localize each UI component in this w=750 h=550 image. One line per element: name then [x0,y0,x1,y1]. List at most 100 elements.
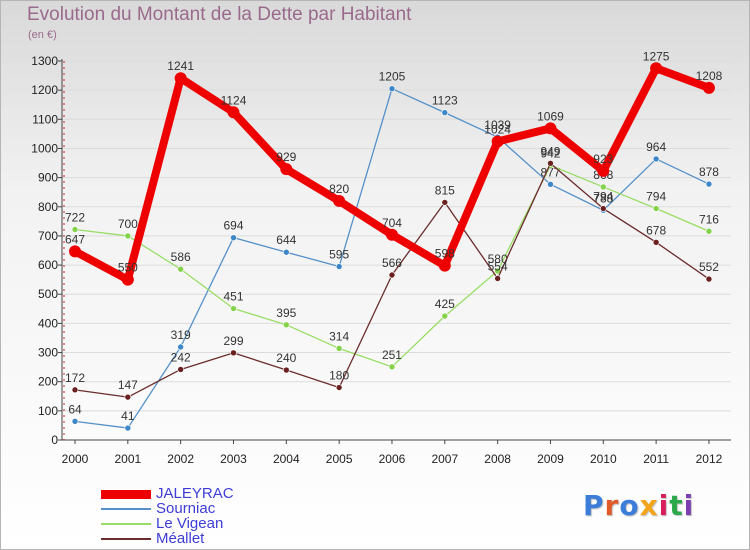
y-tick-label-900: 900 [38,171,58,185]
data-label-m-allet-2012: 552 [699,260,719,274]
point-m-allet-2000 [71,386,79,394]
data-label-jaleyrac-2009: 1069 [537,109,564,123]
point-sourniac-2012 [705,180,713,188]
y-tick-label-1000: 1000 [31,141,58,155]
y-tick-label-300: 300 [38,346,58,360]
data-label-jaleyrac-2006: 704 [382,216,402,230]
series-line-jaleyrac [71,64,713,284]
data-label-jaleyrac-2005: 820 [329,182,349,196]
data-label-jaleyrac-2011: 1275 [643,49,670,63]
point-m-allet-2012 [705,275,713,283]
point-jaleyrac-2009 [544,122,557,135]
data-label-jaleyrac-2001: 550 [118,261,138,275]
data-label-le-vigean-2007: 425 [435,297,455,311]
data-label-sourniac-2002: 319 [171,328,191,342]
x-tick-label-2003: 2003 [220,452,247,466]
x-tick-label-2005: 2005 [326,452,353,466]
point-sourniac-2001 [124,424,132,432]
legend-label-jaleyrac: JALEYRAC [156,485,234,502]
x-tick-label-2007: 2007 [431,452,458,466]
x-tick-label-2008: 2008 [484,452,511,466]
point-m-allet-2005 [335,384,343,391]
point-m-allet-2009 [547,160,554,167]
legend-swatch-meallet [101,538,151,540]
data-label-le-vigean-2009: 942 [540,146,560,160]
point-le-vigean-2001 [124,232,132,240]
point-sourniac-2011 [652,155,660,163]
point-m-allet-2008 [494,275,501,282]
data-label-m-allet-2006: 566 [382,256,402,270]
point-jaleyrac-2002 [174,72,187,85]
point-m-allet-2010 [599,205,607,212]
legend-swatch-jaleyrac [101,490,151,499]
data-label-m-allet-2007: 815 [435,183,455,197]
data-label-sourniac-2012: 878 [699,165,719,179]
y-tick-label-100: 100 [38,404,58,418]
point-jaleyrac-2010 [597,164,610,177]
data-label-sourniac-2000: 64 [68,402,82,416]
data-label-sourniac-2004: 644 [276,233,296,247]
legend-label-le-vigean: Le Vigean [156,515,224,532]
data-label-m-allet-2001: 147 [118,378,138,392]
data-label-m-allet-2009: 949 [540,144,560,158]
point-jaleyrac-2004 [280,163,293,176]
point-sourniac-2003 [230,234,237,241]
data-label-jaleyrac-2010: 923 [593,152,613,166]
point-le-vigean-2012 [705,227,713,235]
chart-title: Evolution du Montant de la Dette par Hab… [27,4,412,25]
point-sourniac-2000 [71,418,79,425]
point-le-vigean-2010 [599,183,607,191]
point-jaleyrac-2000 [69,245,81,258]
data-label-jaleyrac-2004: 929 [276,150,296,164]
x-tick-label-2010: 2010 [590,452,617,466]
data-label-jaleyrac-2008: 1024 [484,122,511,136]
point-m-allet-2004 [283,366,290,374]
data-label-le-vigean-2005: 314 [329,329,349,343]
point-m-allet-2002 [177,366,184,373]
x-tick-label-2006: 2006 [379,452,406,466]
point-sourniac-2007 [441,109,449,116]
data-label-sourniac-2001: 41 [121,409,135,423]
data-label-m-allet-2005: 180 [329,369,349,383]
y-tick-label-500: 500 [38,287,58,301]
x-tick-label-2000: 2000 [62,452,89,466]
data-label-m-allet-2010: 794 [593,190,613,204]
data-label-le-vigean-2003: 451 [223,290,243,304]
chart-subtitle: (en €) [28,29,57,41]
y-tick-label-400: 400 [38,316,58,330]
point-jaleyrac-2011 [650,62,663,75]
data-label-m-allet-2008: 554 [488,259,508,273]
data-label-le-vigean-2012: 716 [699,212,719,226]
point-m-allet-2006 [388,271,396,279]
data-label-sourniac-2011: 964 [646,140,666,154]
data-label-jaleyrac-2003: 1124 [221,93,247,107]
y-tick-label-1100: 1100 [32,112,58,126]
data-label-jaleyrac-2007: 598 [435,247,455,261]
data-label-jaleyrac-2012: 1208 [696,69,723,83]
point-jaleyrac-2006 [385,228,398,241]
point-jaleyrac-2008 [491,135,504,148]
x-tick-label-2001: 2001 [114,452,141,466]
data-label-sourniac-2003: 694 [223,219,243,233]
data-label-sourniac-2010: 788 [593,191,613,205]
y-tick-label-700: 700 [38,229,58,243]
point-sourniac-2006 [388,85,396,92]
x-tick-label-2011: 2011 [643,452,669,466]
data-label-sourniac-2008: 1039 [484,118,511,132]
data-label-m-allet-2000: 172 [65,371,85,385]
point-sourniac-2002 [177,343,184,351]
data-label-m-allet-2004: 240 [276,351,296,365]
data-label-le-vigean-2000: 722 [65,211,85,225]
legend-swatch-sourniac [101,508,151,510]
point-m-allet-2011 [652,239,660,246]
data-label-m-allet-2011: 678 [646,223,666,237]
data-label-jaleyrac-2002: 1241 [167,59,194,73]
x-tick-label-2002: 2002 [167,452,194,466]
x-tick-label-2004: 2004 [273,452,300,466]
legend-swatch-le-vigean [101,523,151,525]
data-label-le-vigean-2011: 794 [646,190,666,204]
y-tick-label-0: 0 [51,433,58,447]
point-le-vigean-2006 [388,363,396,371]
point-le-vigean-2005 [335,345,343,352]
